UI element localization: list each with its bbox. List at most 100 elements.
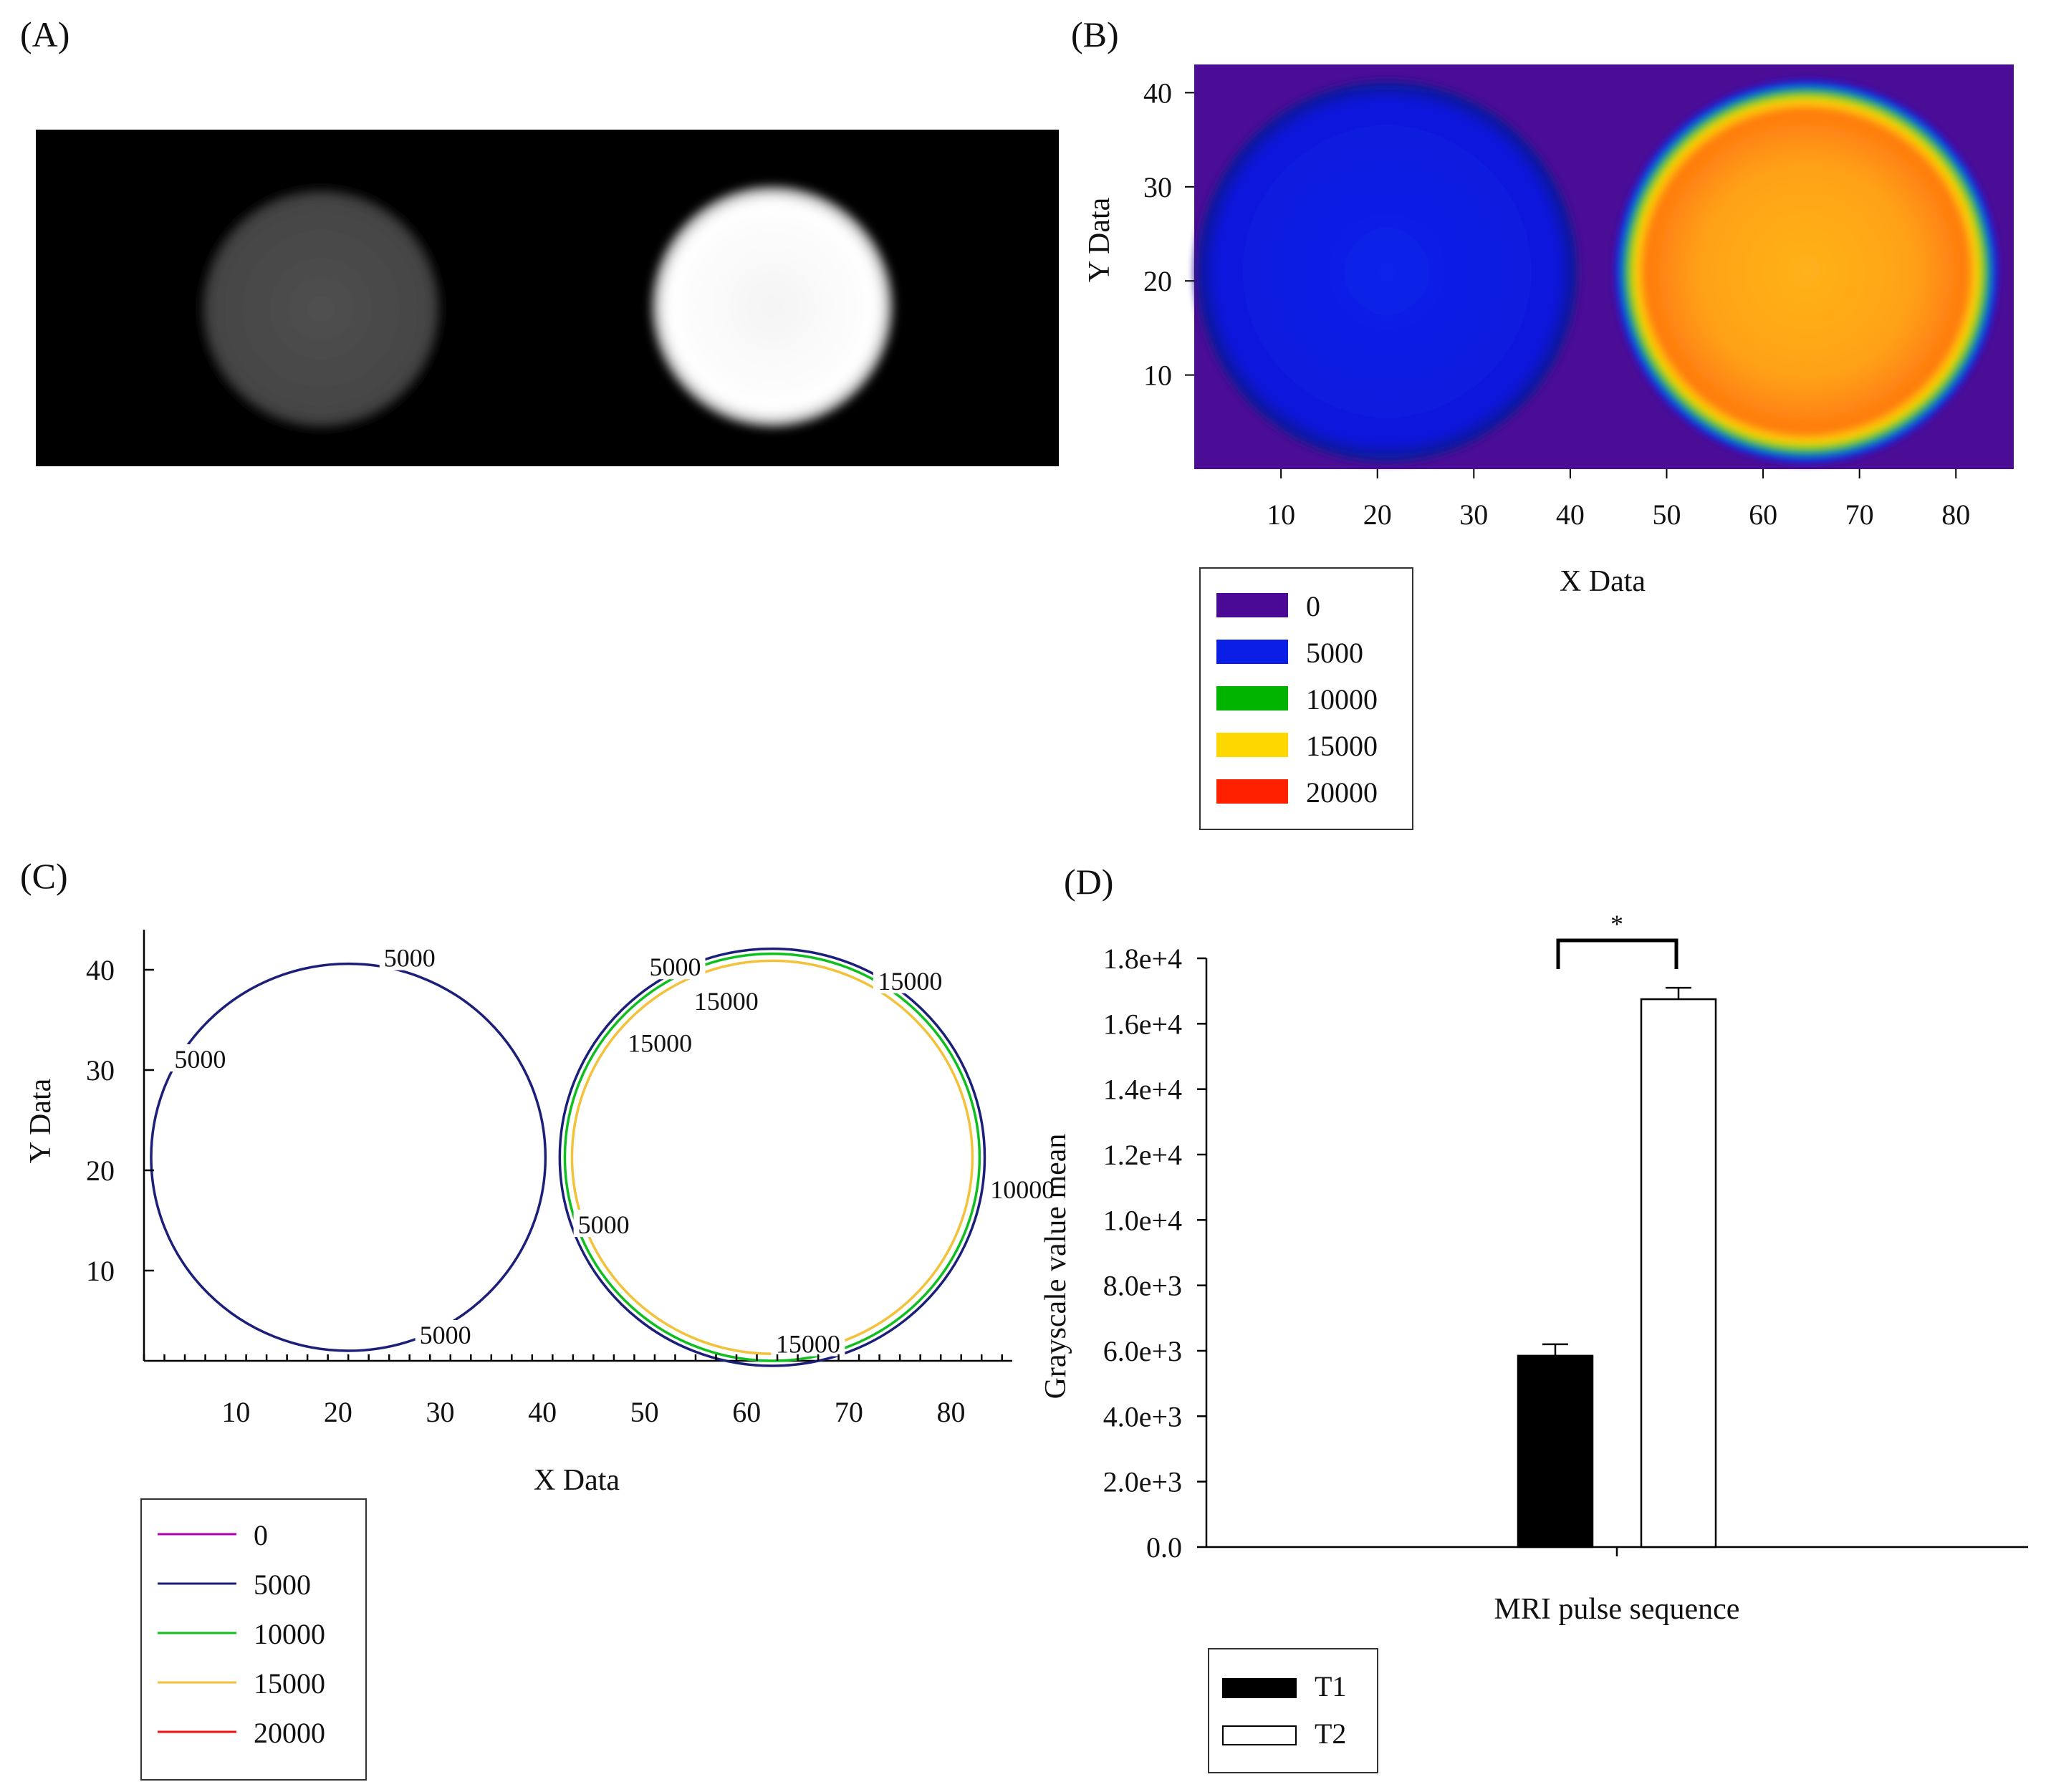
heatmap-x-tick-label-40: 40 — [1556, 498, 1585, 531]
contour-label-1: 5000 — [174, 1045, 226, 1074]
contour-legend: 0 5000 10000 15000 20000 — [140, 1498, 367, 1781]
heatmap-x-tick-label-20: 20 — [1363, 498, 1392, 531]
bar-y-tick-label-3: 6.0e+3 — [1103, 1335, 1182, 1367]
contour-label-8: 5000 — [578, 1210, 630, 1239]
contour-label-4: 15000 — [878, 967, 942, 996]
bar-legend-label-t2: T2 — [1315, 1718, 1346, 1750]
contour-x-tick-label-40: 40 — [528, 1396, 557, 1428]
contour-label-2: 5000 — [420, 1321, 471, 1349]
contour-legend-label-15000: 15000 — [254, 1667, 325, 1700]
contour-x-tick-label-80: 80 — [936, 1396, 965, 1428]
heatmap-y-tick-label-20: 20 — [1143, 265, 1172, 297]
bar-y-tick-label-8: 1.6e+4 — [1103, 1008, 1182, 1040]
bar-y-tick-label-9: 1.8e+4 — [1103, 943, 1182, 975]
bar-y-tick-label-2: 4.0e+3 — [1103, 1400, 1182, 1432]
contour-legend-label-20000: 20000 — [254, 1717, 325, 1749]
bar-legend: T1 T2 — [1208, 1648, 1378, 1773]
contour-label-bg-4 — [873, 965, 947, 993]
heatmap-legend: 0 5000 10000 15000 20000 — [1199, 567, 1413, 830]
panel-label-a: (A) — [20, 14, 69, 54]
contour-label-bg-3 — [645, 952, 706, 980]
contour-y-tick-label-20: 20 — [86, 1155, 115, 1187]
heatmap-ylabel: Y Data — [1083, 197, 1116, 282]
contour-label-bg-9 — [771, 1329, 845, 1357]
contour-legend-box — [140, 1498, 367, 1781]
bar-xlabel: MRI pulse sequence — [1494, 1593, 1740, 1626]
panel-label-b: (B) — [1071, 14, 1119, 54]
legend-swatch-5000 — [1216, 640, 1288, 664]
mri-background — [36, 130, 1059, 466]
bar-y-tick-label-0: 0.0 — [1146, 1531, 1182, 1564]
bar-y-tick-label-6: 1.2e+4 — [1103, 1139, 1182, 1171]
panel-b-heatmap: 10 20 30 40 50 60 70 80 10 20 30 40 X Data Y Data 0… — [1083, 64, 2014, 830]
heatmap-x-tick-label-50: 50 — [1652, 498, 1681, 531]
contour-label-5: 15000 — [694, 987, 759, 1016]
contour-label-bg-5 — [689, 986, 764, 1013]
contour-lines — [150, 947, 986, 1367]
contour-y-tick-label-10: 10 — [86, 1255, 115, 1287]
legend-swatch-15000 — [1216, 733, 1288, 757]
contour-x-tick-label-60: 60 — [732, 1396, 761, 1428]
heatmap-y-tick-label-10: 10 — [1143, 360, 1172, 392]
contour-legend-label-0: 0 — [254, 1519, 268, 1551]
bar-legend-label-t1: T1 — [1315, 1670, 1346, 1702]
contour-ylabel: Y Data — [24, 1078, 57, 1163]
heatmap-xlabel: X Data — [1560, 565, 1646, 598]
contour-axis-ticks: 10 20 30 40 50 60 70 80 10 20 30 40 — [86, 954, 1003, 1428]
contour-label-0: 5000 — [384, 944, 436, 973]
bar-legend-swatch-t1 — [1222, 1678, 1297, 1698]
contour-x-tick-label-30: 30 — [426, 1396, 455, 1428]
contour-xlabel: X Data — [534, 1464, 620, 1497]
contour-label-bg-7 — [985, 1175, 1060, 1202]
legend-label-10000: 10000 — [1306, 683, 1378, 716]
bar-legend-box — [1208, 1648, 1378, 1773]
legend-label-20000: 20000 — [1306, 776, 1378, 809]
contour-label-bg-1 — [170, 1044, 231, 1071]
heatmap-region-t1 — [1194, 78, 1580, 465]
bar-y-ticks: 0.0 2.0e+3 4.0e+3 6.0e+3 8.0e+3 1.0e+4 1.2e+4 1… — [1103, 943, 1206, 1564]
heatmap-y-tick-label-30: 30 — [1143, 171, 1172, 203]
contour-label-bg-8 — [573, 1210, 634, 1237]
bar-y-tick-label-5: 1.0e+4 — [1103, 1204, 1182, 1236]
legend-label-5000: 5000 — [1306, 637, 1363, 669]
contour-label-bg-2 — [415, 1320, 476, 1347]
heatmap-x-tick-label-70: 70 — [1845, 498, 1874, 531]
heatmap-x-tick-label-30: 30 — [1459, 498, 1488, 531]
bar-legend-swatch-t2 — [1222, 1725, 1297, 1745]
panel-label-c: (C) — [20, 856, 68, 896]
legend-swatch-0 — [1216, 593, 1288, 617]
contour-label-3: 5000 — [649, 953, 701, 981]
contour-y-tick-label-40: 40 — [86, 954, 115, 986]
contour-x-tick-label-70: 70 — [835, 1396, 863, 1428]
panel-a-image — [36, 130, 1059, 466]
contour-label-6: 15000 — [628, 1029, 692, 1058]
significance-bracket — [1556, 938, 1678, 969]
contour-legend-label-10000: 10000 — [254, 1618, 325, 1650]
legend-label-15000: 15000 — [1306, 730, 1378, 762]
bar-y-tick-label-7: 1.4e+4 — [1103, 1074, 1182, 1106]
t2-phantom — [652, 186, 893, 427]
bar-t1 — [1517, 1354, 1594, 1548]
contour-5000-0 — [150, 962, 547, 1352]
heatmap-y-tick-label-40: 40 — [1143, 77, 1172, 109]
contour-label-9: 15000 — [776, 1330, 840, 1359]
legend-swatch-20000 — [1216, 779, 1288, 804]
contour-legend-label-5000: 5000 — [254, 1569, 311, 1601]
contour-x-tick-label-20: 20 — [324, 1396, 352, 1428]
heatmap-x-tick-label-80: 80 — [1941, 498, 1970, 531]
panel-d-bar-chart: 0.0 2.0e+3 4.0e+3 6.0e+3 8.0e+3 1.0e+4 1.2e+4 1… — [1039, 910, 2028, 1773]
bar-ylabel: Grayscale value mean — [1039, 1134, 1072, 1400]
contour-y-tick-label-30: 30 — [86, 1054, 115, 1087]
legend-swatch-10000 — [1216, 686, 1288, 710]
contour-5000-1 — [558, 947, 986, 1367]
heatmap-axis-ticks: 10 20 30 40 50 60 70 80 10 20 30 40 — [1143, 77, 1970, 531]
legend-label-0: 0 — [1306, 590, 1320, 622]
bars — [1517, 986, 1717, 1548]
contour-15000-3 — [570, 959, 974, 1355]
contour-x-tick-label-10: 10 — [221, 1396, 250, 1428]
contour-x-tick-label-50: 50 — [630, 1396, 659, 1428]
heatmap-x-tick-label-60: 60 — [1749, 498, 1777, 531]
